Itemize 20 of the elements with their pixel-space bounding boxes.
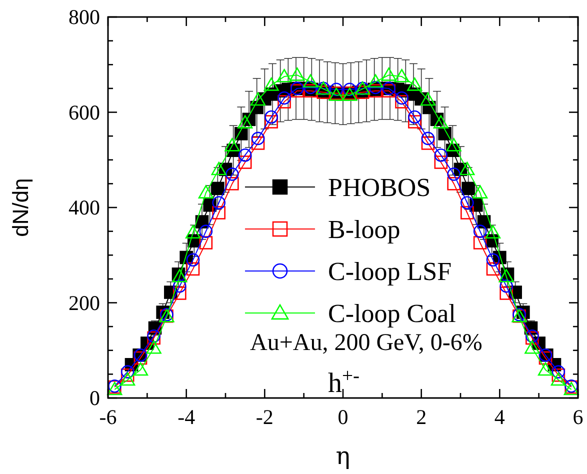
y-tick-label: 600: [68, 100, 100, 124]
x-tick-label: 2: [416, 405, 427, 429]
x-tick-label: -2: [256, 405, 274, 429]
x-axis-title: η: [336, 442, 350, 470]
y-tick-label: 400: [68, 196, 100, 220]
annotation: Au+Au, 200 GeV, 0-6%: [250, 330, 482, 356]
legend-label: B-loop: [328, 215, 400, 244]
y-tick-label: 800: [68, 5, 100, 29]
x-tick-label: 0: [338, 405, 348, 429]
legend-label: C-loop LSF: [328, 257, 452, 286]
x-tick-label: -6: [99, 405, 117, 429]
legend-label: C-loop Coal: [328, 299, 456, 328]
y-axis-title: dN/dη: [8, 178, 33, 237]
x-tick-label: 6: [572, 405, 584, 429]
legend-label: PHOBOS: [328, 173, 431, 202]
annotation: h$^{+-}$: [328, 366, 360, 399]
y-tick-label: 200: [68, 290, 100, 315]
x-tick-label: 4: [494, 405, 506, 429]
x-tick-label: -4: [178, 405, 196, 429]
y-tick-label: 0: [90, 386, 100, 410]
